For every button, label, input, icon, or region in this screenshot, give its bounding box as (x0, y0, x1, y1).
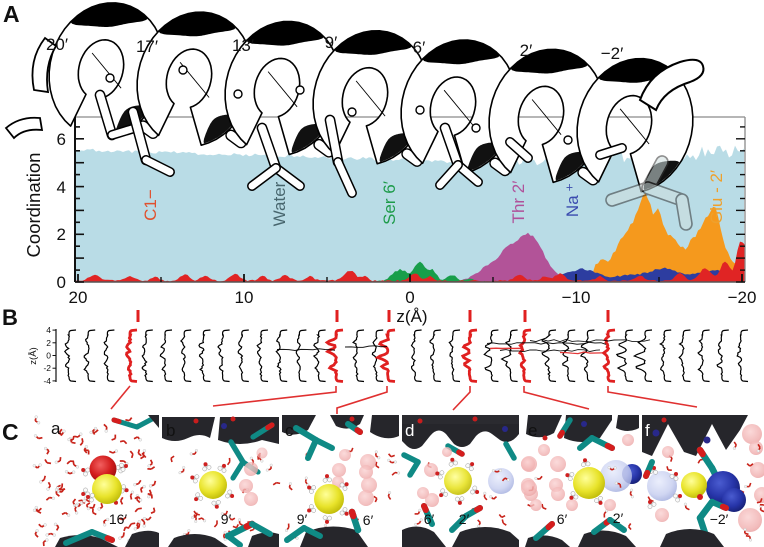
svg-text:2: 2 (46, 338, 51, 348)
svg-text:-4: -4 (43, 376, 51, 386)
svg-text:e: e (528, 421, 537, 440)
svg-text:6′: 6′ (424, 511, 435, 527)
svg-text:d: d (405, 421, 414, 440)
svg-text:0: 0 (405, 288, 414, 307)
svg-text:2′: 2′ (613, 510, 624, 526)
svg-text:C: C (2, 419, 19, 445)
svg-text:6′: 6′ (413, 38, 426, 57)
svg-text:−2′: −2′ (710, 511, 729, 527)
svg-text:2′: 2′ (459, 511, 470, 527)
svg-text:z(Å): z(Å) (396, 307, 427, 326)
svg-text:−2′: −2′ (601, 44, 624, 63)
svg-text:Glu - 2′: Glu - 2′ (707, 170, 726, 224)
svg-text:2′: 2′ (520, 41, 533, 60)
svg-text:0: 0 (57, 273, 66, 292)
svg-text:4: 4 (57, 178, 66, 197)
svg-text:-2: -2 (43, 363, 51, 373)
svg-text:Na ⁺: Na ⁺ (563, 183, 582, 217)
svg-text:6: 6 (57, 130, 66, 149)
svg-text:13′: 13′ (232, 36, 254, 55)
svg-text:6′: 6′ (363, 512, 374, 528)
svg-text:9′: 9′ (325, 33, 338, 52)
svg-text:−20: −20 (728, 288, 757, 307)
svg-text:c: c (285, 421, 294, 440)
svg-text:17′: 17′ (136, 37, 158, 56)
svg-text:z(Å): z(Å) (28, 347, 39, 364)
svg-text:f: f (645, 421, 650, 440)
svg-text:a: a (51, 419, 61, 438)
svg-text:Coordination: Coordination (23, 153, 44, 258)
svg-text:9′: 9′ (297, 511, 308, 527)
svg-text:A: A (3, 1, 20, 27)
svg-text:C1−: C1− (141, 189, 160, 221)
svg-text:−10: −10 (562, 288, 591, 307)
svg-text:20: 20 (69, 288, 88, 307)
svg-text:9′: 9′ (221, 511, 232, 527)
svg-text:20′: 20′ (46, 35, 68, 54)
svg-text:Thr 2′: Thr 2′ (509, 181, 528, 224)
svg-text:0: 0 (46, 351, 51, 361)
svg-text:6′: 6′ (557, 511, 568, 527)
svg-text:B: B (2, 305, 18, 330)
svg-text:16′: 16′ (109, 511, 128, 527)
svg-text:4: 4 (46, 325, 51, 335)
svg-text:b: b (166, 421, 175, 440)
svg-text:10: 10 (235, 288, 254, 307)
svg-text:Water: Water (270, 181, 289, 226)
svg-text:Ser 6′: Ser 6′ (380, 181, 399, 225)
svg-text:2: 2 (57, 225, 66, 244)
